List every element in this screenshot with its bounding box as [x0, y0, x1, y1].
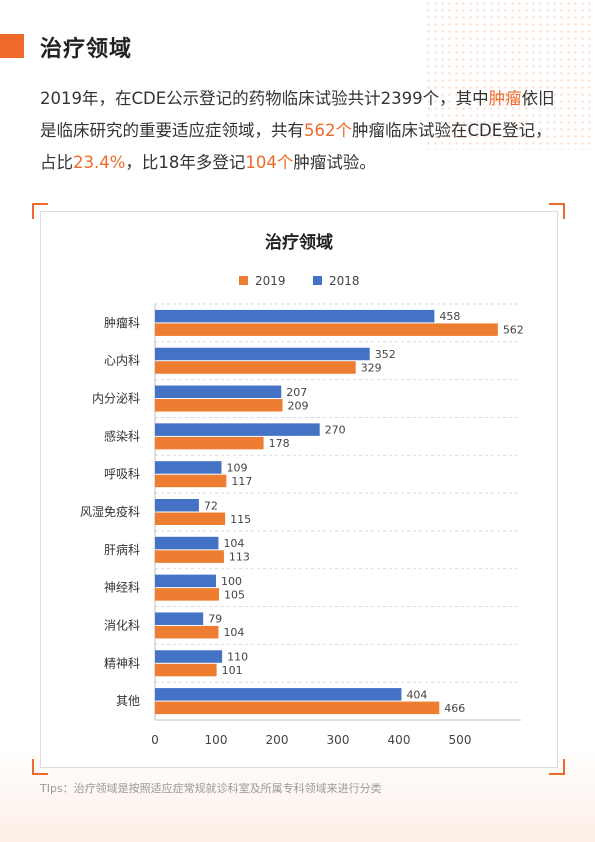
- bar-2019: [155, 550, 224, 563]
- chart-title: 治疗领域: [265, 232, 333, 253]
- data-label-2018: 404: [406, 688, 427, 701]
- intro-highlight: 23.4%: [73, 153, 126, 172]
- category-label: 肝病科: [104, 542, 140, 557]
- bar-2018: [155, 309, 435, 323]
- category-label: 肿瘤科: [104, 315, 140, 330]
- intro-highlight: 562个: [304, 121, 352, 140]
- category-label: 感染科: [104, 428, 140, 443]
- data-label-2019: 562: [503, 324, 524, 337]
- intro-text: 2019年，在CDE公示登记的药物临床试验共计2399个，其中: [40, 89, 489, 108]
- data-label-2019: 329: [361, 361, 382, 374]
- x-tick-label: 300: [327, 733, 350, 747]
- data-label-2019: 113: [229, 551, 250, 564]
- data-label-2018: 270: [325, 424, 346, 437]
- data-label-2019: 115: [230, 513, 251, 526]
- data-label-2018: 79: [208, 613, 222, 626]
- data-label-2019: 466: [444, 702, 465, 715]
- data-label-2019: 209: [287, 399, 308, 412]
- bar-2019: [155, 474, 227, 488]
- data-label-2018: 100: [221, 575, 242, 588]
- x-tick-label: 0: [151, 733, 159, 747]
- legend-swatch-2019: [239, 276, 248, 285]
- bar-2018: [155, 650, 223, 663]
- category-label: 精神科: [104, 656, 140, 670]
- bar-2019: [155, 323, 498, 336]
- bar-2019: [155, 512, 226, 525]
- bar-2019: [155, 625, 219, 639]
- bar-2018: [155, 612, 204, 625]
- data-label-2018: 458: [439, 310, 460, 323]
- page-title: 治疗领域: [40, 37, 133, 62]
- data-label-2019: 101: [222, 664, 243, 677]
- x-tick-label: 500: [449, 733, 472, 747]
- legend-label-2019: 2019: [255, 274, 286, 288]
- decorative-dot-pattern: [425, 0, 595, 150]
- category-label: 内分泌科: [92, 392, 140, 406]
- frame-corner-top-left: [32, 203, 48, 219]
- bar-2018: [155, 423, 320, 436]
- intro-paragraph: 2019年，在CDE公示登记的药物临床试验共计2399个，其中肿瘤依旧是临床研究…: [40, 83, 560, 179]
- category-label: 消化科: [104, 618, 140, 632]
- bar-2019: [155, 663, 217, 677]
- data-label-2018: 109: [226, 461, 247, 474]
- title-accent-bar: [0, 34, 24, 58]
- bar-2018: [155, 347, 370, 361]
- x-tick-label: 400: [388, 733, 411, 747]
- bar-2019: [155, 436, 264, 450]
- data-label-2019: 104: [223, 626, 244, 639]
- category-label: 神经科: [104, 581, 140, 595]
- data-label-2018: 72: [204, 499, 218, 512]
- category-label: 其他: [116, 694, 140, 708]
- data-label-2018: 352: [375, 348, 396, 361]
- bar-2018: [155, 385, 282, 399]
- chart-container: 治疗领域 2019 2018 0 100 200 300 400 500 肿瘤科 458 562 心内科…: [40, 211, 558, 768]
- frame-corner-bottom-right: [549, 759, 565, 775]
- intro-text: ，比18年多登记: [125, 153, 246, 172]
- data-label-2019: 105: [224, 588, 245, 601]
- category-label: 心内科: [104, 354, 140, 368]
- intro-text: 肿瘤试验。: [293, 153, 376, 172]
- data-label-2018: 104: [223, 537, 244, 550]
- category-label: 风湿免疫科: [80, 504, 140, 519]
- bar-2019: [155, 701, 440, 715]
- tips-note: TIps：治疗领域是按照适应症常规就诊科室及所属专科领域来进行分类: [40, 782, 382, 795]
- x-tick-label: 100: [205, 733, 228, 747]
- intro-highlight: 肿瘤: [488, 89, 522, 108]
- bar-2019: [155, 361, 356, 374]
- frame-corner-bottom-left: [32, 759, 48, 775]
- category-label: 呼吸科: [104, 467, 140, 481]
- x-tick-label: 200: [266, 733, 289, 747]
- intro-highlight: 104个: [245, 153, 294, 172]
- bar-2018: [155, 574, 216, 588]
- data-label-2018: 110: [227, 651, 248, 664]
- data-label-2019: 178: [269, 437, 290, 450]
- intro-text: 肿瘤临床试验在CDE登记，占比: [40, 121, 552, 172]
- bar-2018: [155, 536, 219, 550]
- bar-2018: [155, 688, 402, 701]
- data-label-2018: 207: [286, 386, 307, 399]
- legend-label-2018: 2018: [329, 274, 360, 288]
- bar-2019: [155, 588, 220, 601]
- bar-2018: [155, 461, 222, 474]
- data-label-2019: 117: [231, 475, 252, 488]
- legend-swatch-2018: [313, 276, 322, 285]
- frame-corner-top-right: [549, 203, 565, 219]
- bar-2018: [155, 499, 199, 512]
- bar-2019: [155, 399, 283, 412]
- intro-text: 依旧是临床研究的重要适应症领域，共有: [40, 89, 555, 140]
- bar-chart: 治疗领域 2019 2018 0 100 200 300 400 500 肿瘤科 458 562 心内科…: [80, 232, 524, 747]
